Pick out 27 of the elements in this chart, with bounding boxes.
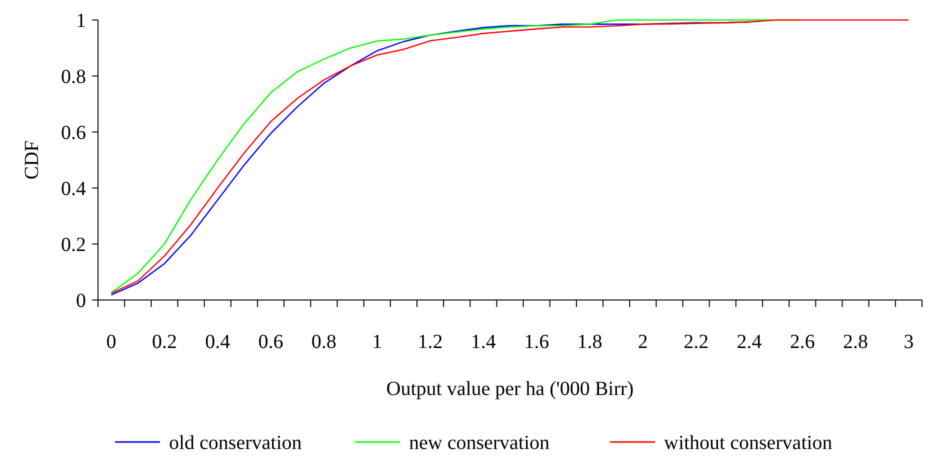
x-axis-title: Output value per ha ('000 Birr) <box>386 378 634 400</box>
x-tick-label: 0.8 <box>311 331 336 353</box>
y-tick-label: 0.6 <box>61 122 86 144</box>
x-tick-label: 1.2 <box>418 331 443 353</box>
x-tick-label: 0.2 <box>152 331 177 353</box>
legend-label: old conservation <box>169 432 302 454</box>
y-tick-label: 0.8 <box>61 66 86 88</box>
x-tick-label: 1.6 <box>524 331 550 353</box>
x-tick-label: 2.6 <box>790 331 815 353</box>
x-tick-label: 2.4 <box>736 331 762 353</box>
x-tick-label: 2.2 <box>684 331 709 353</box>
y-tick-label: 1 <box>76 10 86 32</box>
y-axis-title: CDF <box>21 140 43 180</box>
x-tick-label: 1.4 <box>470 331 496 353</box>
x-tick-label: 0 <box>106 331 116 353</box>
x-tick-label: 0.6 <box>258 331 284 353</box>
x-tick-label: 2.8 <box>843 331 868 353</box>
y-tick-label: 0 <box>76 290 86 312</box>
legend-label: new conservation <box>409 432 550 454</box>
x-tick-label: 0.4 <box>205 331 230 353</box>
x-tick-label: 1 <box>372 331 382 353</box>
y-tick-label: 0.2 <box>61 234 86 256</box>
legend-label: without conservation <box>664 432 832 454</box>
x-tick-label: 2 <box>638 331 648 353</box>
y-tick-label: 0.4 <box>61 178 86 200</box>
x-tick-label: 1.8 <box>577 331 602 353</box>
x-tick-label: 3 <box>904 331 914 353</box>
